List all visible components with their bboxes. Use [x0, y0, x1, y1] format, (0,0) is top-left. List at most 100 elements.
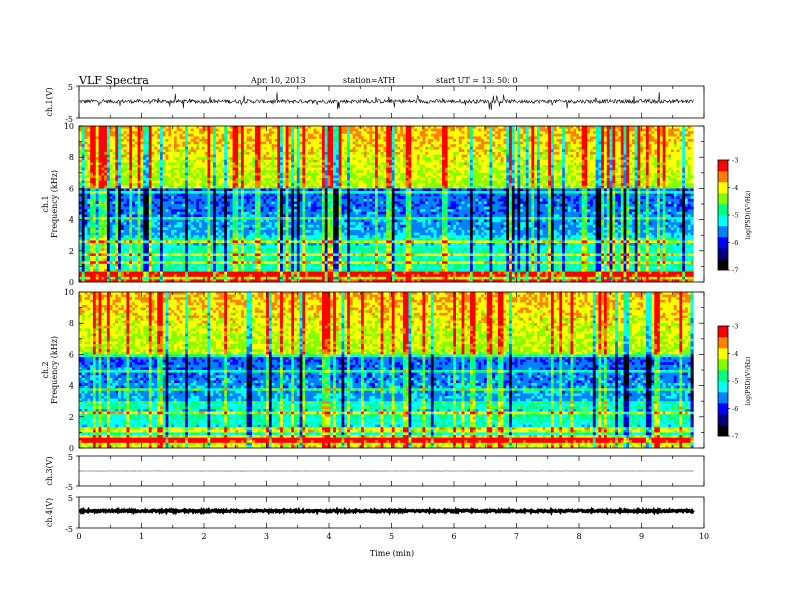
spectrogram-cell [291, 201, 295, 205]
spectrogram-cell [268, 271, 272, 275]
spectrogram-cell [98, 232, 102, 236]
spectrogram-cell [129, 193, 133, 197]
spectrogram-cell [98, 240, 102, 244]
spectrogram-cell [257, 149, 261, 153]
spectrogram-cell [132, 237, 136, 241]
spectrogram-cell [179, 185, 183, 189]
spectrogram-cell [81, 144, 85, 148]
spectrogram-cell [224, 248, 228, 252]
spectrogram-cell [148, 172, 152, 176]
spectrogram-cell [246, 237, 250, 241]
spectrogram-cell [271, 178, 275, 181]
spectrogram-cell [176, 240, 180, 244]
spectrogram-cell [249, 217, 253, 220]
spectrogram-cell [213, 222, 217, 226]
spectrogram-cell [148, 136, 152, 140]
spectrogram-cell [81, 269, 85, 272]
spectrogram-cell [291, 261, 295, 265]
spectrogram-cell [159, 170, 164, 174]
spectrogram-cell [271, 167, 275, 171]
spectrogram-cell [229, 211, 233, 215]
spectrogram-cell [140, 253, 144, 257]
spectrogram-cell [132, 206, 136, 210]
spectrogram-cell [294, 146, 298, 150]
spectrogram-cell [104, 219, 108, 223]
spectrogram-cell [173, 253, 178, 257]
spectrogram-cell [79, 217, 83, 220]
spectrogram-cell [190, 133, 194, 137]
spectrogram-cell [282, 175, 286, 179]
spectrogram-cell [260, 139, 264, 142]
spectrogram-cell [254, 136, 259, 140]
spectrogram-cell [302, 217, 306, 220]
spectrogram-cell [260, 235, 264, 239]
spectrogram-cell [151, 128, 155, 132]
spectrogram-cell [285, 222, 289, 226]
spectrogram-cell [307, 159, 312, 163]
spectrogram-cell [79, 206, 83, 210]
spectrogram-cell [115, 141, 119, 145]
spectrogram-cell [162, 183, 166, 187]
spectrogram-cell [120, 204, 124, 207]
spectrogram-cell [90, 263, 94, 267]
spectrogram-cell [190, 279, 194, 283]
spectrogram-cell [79, 204, 83, 207]
spectrogram-cell [79, 248, 83, 252]
spectrogram-cell [193, 133, 197, 137]
spectrogram-cell [162, 196, 166, 200]
spectrogram-cell [296, 263, 300, 267]
spectrogram-cell [95, 136, 99, 140]
spectrogram-cell [243, 159, 247, 163]
spectrogram-cell [151, 243, 155, 246]
spectrogram-cell [240, 154, 245, 158]
spectrogram-cell [294, 152, 298, 155]
spectrogram-cell [118, 185, 122, 189]
spectrogram-cell [179, 243, 183, 246]
spectrogram-cell [257, 256, 261, 259]
spectrogram-cell [162, 201, 166, 205]
spectrogram-cell [120, 183, 124, 187]
spectrogram-cell [207, 258, 211, 262]
spectrogram-cell [120, 261, 124, 265]
spectrogram-cell [285, 157, 289, 161]
spectrogram-cell [277, 201, 281, 205]
spectrogram-cell [120, 274, 124, 278]
spectrogram-cell [263, 261, 267, 265]
spectrogram-cell [81, 245, 85, 249]
spectrogram-cell [185, 196, 189, 200]
spectrogram-cell [296, 162, 300, 166]
spectrogram-cell [294, 183, 298, 187]
spectrogram-cell [235, 144, 239, 148]
spectrogram-cell [187, 211, 191, 215]
spectrogram-cell [274, 235, 278, 239]
spectrogram-cell [285, 219, 289, 223]
spectrogram-cell [296, 217, 300, 220]
spectrogram-cell [104, 175, 108, 179]
spectrogram-cell [299, 178, 303, 181]
spectrogram-cell [207, 248, 211, 252]
spectrogram-cell [294, 243, 298, 246]
spectrogram-cell [151, 139, 155, 142]
spectrogram-cell [263, 154, 267, 158]
spectrogram-cell [146, 269, 150, 272]
spectrogram-cell [227, 274, 231, 278]
spectrogram-cell [288, 188, 292, 192]
spectrogram-cell [98, 154, 102, 158]
spectrogram-cell [210, 178, 214, 181]
spectrogram-cell [246, 162, 250, 166]
spectrogram-cell [190, 198, 194, 202]
spectrogram-cell [302, 248, 306, 252]
spectrogram-cell [307, 149, 312, 153]
spectrogram-cell [179, 271, 183, 275]
spectrogram-cell [146, 204, 150, 207]
spectrogram-cell [271, 227, 275, 231]
spectrogram-cell [187, 144, 191, 148]
spectrogram-cell [106, 217, 111, 220]
spectrogram-cell [207, 230, 211, 233]
spectrogram-cell [254, 180, 259, 184]
spectrogram-cell [79, 276, 83, 280]
spectrogram-cell [218, 136, 222, 140]
spectrogram-cell [232, 237, 236, 241]
spectrogram-cell [243, 271, 247, 275]
spectrogram-cell [218, 141, 222, 145]
